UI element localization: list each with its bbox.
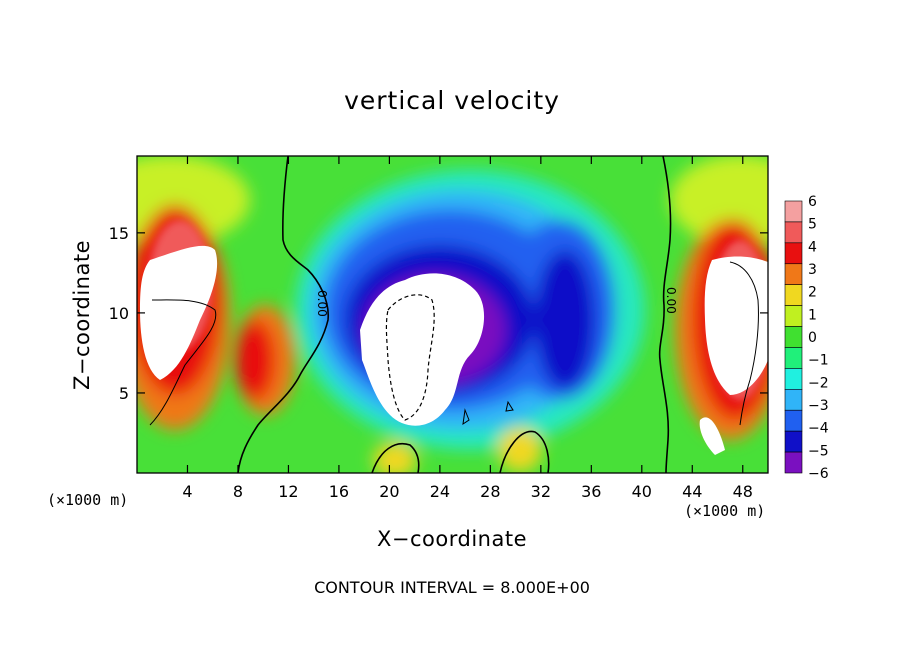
x-tick-label: 24 — [430, 482, 450, 501]
colorbar: 6 5 4 3 2 1 0 −1 −2 −3 −4 −5 −6 — [784, 194, 829, 482]
x-tick-label: 12 — [278, 482, 298, 501]
x-tick-label: 28 — [480, 482, 500, 501]
x-tick-label: 36 — [581, 482, 601, 501]
colorbar-swatch — [784, 389, 803, 411]
x-tick-label: 8 — [233, 482, 243, 501]
contour-label: 0.00 — [315, 290, 329, 317]
colorbar-swatch — [784, 409, 803, 432]
colorbar-swatch — [784, 221, 803, 244]
x-tick-label: 16 — [329, 482, 349, 501]
colorbar-label: 3 — [808, 262, 817, 278]
colorbar-label: 2 — [808, 285, 817, 301]
colorbar-label: −4 — [808, 421, 829, 437]
x-tick-label: 4 — [182, 482, 192, 501]
colorbar-swatch — [784, 430, 803, 453]
colorbar-label: 6 — [808, 194, 817, 210]
colorbar-swatch — [784, 305, 803, 327]
plot-frame — [136, 155, 769, 474]
colorbar-label: 0 — [808, 330, 817, 346]
colorbar-swatch — [784, 368, 803, 390]
colorbar-swatch — [784, 451, 803, 474]
x-axis-label: X−coordinate — [377, 527, 527, 551]
colorbar-swatch — [784, 284, 803, 306]
contour-label: 0.00 — [664, 287, 678, 314]
colorbar-swatch — [784, 347, 803, 369]
colorbar-label: 4 — [808, 239, 817, 255]
x-tick-label: 48 — [733, 482, 753, 501]
colorbar-swatch — [784, 263, 803, 285]
y-tick-label: 5 — [119, 384, 129, 403]
colorbar-swatch — [784, 242, 803, 265]
x-tick-label: 20 — [379, 482, 399, 501]
colorbar-label: −1 — [808, 353, 829, 369]
colorbar-label: 5 — [808, 217, 817, 233]
chart-title: vertical velocity — [344, 86, 560, 115]
x-unit-label-right: (×1000 m) — [684, 502, 766, 520]
colorbar-label: −3 — [808, 398, 829, 414]
colorbar-swatch — [784, 326, 803, 348]
colorbar-label: 1 — [808, 307, 817, 323]
velocity-field — [137, 156, 768, 473]
x-tick-label: 44 — [682, 482, 702, 501]
colorbar-label: −6 — [808, 466, 829, 482]
y-tick-label: 10 — [109, 304, 129, 323]
x-unit-label-left: (×1000 m) — [47, 491, 129, 509]
colorbar-label: −2 — [808, 375, 829, 391]
colorbar-label: −5 — [808, 443, 829, 459]
x-tick-label: 40 — [632, 482, 652, 501]
contour-interval-text: CONTOUR INTERVAL = 8.000E+00 — [314, 578, 590, 597]
x-tick-label: 32 — [531, 482, 551, 501]
colorbar-swatch — [784, 200, 803, 223]
y-tick-label: 15 — [109, 224, 129, 243]
